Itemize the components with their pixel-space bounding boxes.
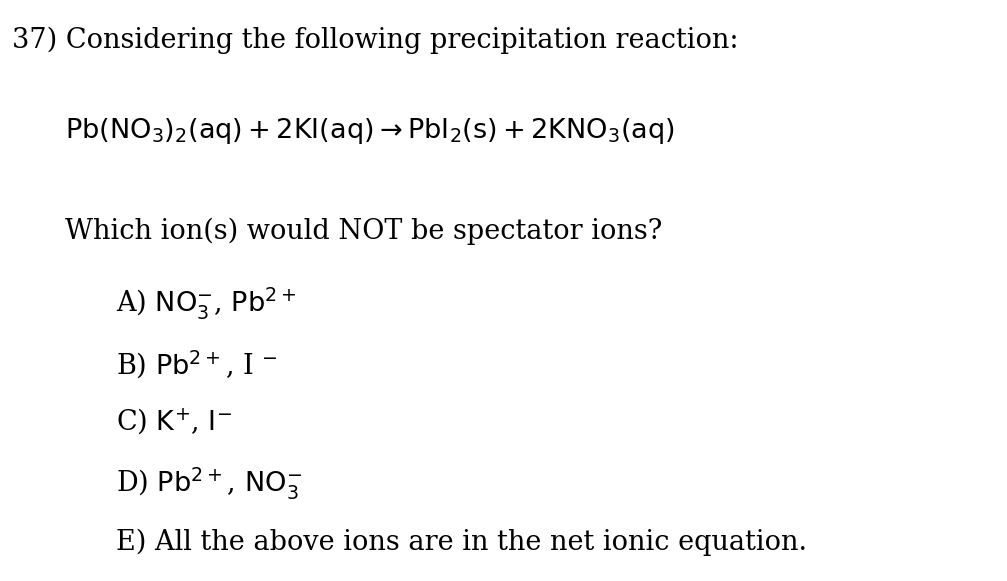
Text: A) $\mathrm{NO_3^{-}}$, $\mathrm{Pb^{2+}}$: A) $\mathrm{NO_3^{-}}$, $\mathrm{Pb^{2+}… — [116, 285, 296, 321]
Text: E) All the above ions are in the net ionic equation.: E) All the above ions are in the net ion… — [116, 529, 807, 556]
Text: Which ion(s) would NOT be spectator ions?: Which ion(s) would NOT be spectator ions… — [65, 218, 663, 245]
Text: C) $\mathrm{K^{+}}$, $\mathrm{I^{-}}$: C) $\mathrm{K^{+}}$, $\mathrm{I^{-}}$ — [116, 407, 232, 437]
Text: 37) Considering the following precipitation reaction:: 37) Considering the following precipitat… — [12, 26, 738, 53]
Text: $\mathrm{Pb(NO_3)_2(aq) + 2KI(aq) \rightarrow PbI_2(s) + 2KNO_3(aq)}$: $\mathrm{Pb(NO_3)_2(aq) + 2KI(aq) \right… — [65, 116, 676, 146]
Text: B) $\mathrm{Pb^{2+}}$, I $^{-}$: B) $\mathrm{Pb^{2+}}$, I $^{-}$ — [116, 349, 278, 381]
Text: D) $\mathrm{Pb^{2+}}$, $\mathrm{NO_3^{-}}$: D) $\mathrm{Pb^{2+}}$, $\mathrm{NO_3^{-}… — [116, 465, 302, 501]
